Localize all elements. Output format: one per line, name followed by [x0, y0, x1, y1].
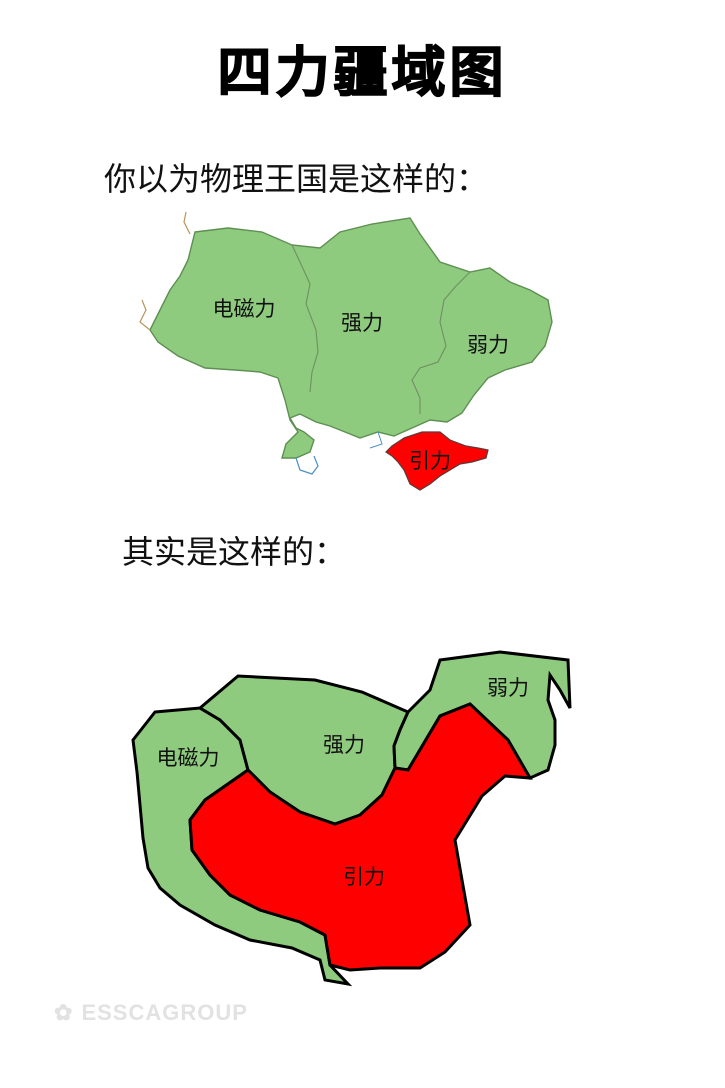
map-bottom-label-strong: 强力 — [323, 733, 365, 757]
map-top-label-weak: 弱力 — [467, 333, 509, 357]
map-bottom-gravity — [188, 702, 533, 972]
watermark: ✿ ESSCAGROUP — [54, 1000, 248, 1026]
map-top-river-sw — [139, 299, 151, 331]
map-top-border-strong-weak — [411, 271, 471, 414]
map-top-river-west — [183, 211, 191, 235]
map-top-gravity — [385, 431, 489, 491]
map-top-river-coast-2 — [369, 431, 383, 449]
map-bottom — [131, 650, 572, 987]
map-bottom-label-electromagnetic: 电磁力 — [157, 746, 220, 770]
map-top-label-gravity: 引力 — [409, 449, 451, 473]
wechat-icon: ✿ — [54, 1000, 74, 1025]
map-top-border-em-strong — [291, 244, 319, 393]
watermark-text: ESSCAGROUP — [81, 1000, 248, 1025]
caption-expectation: 你以为物理王国是这样的： — [104, 160, 489, 198]
map-bottom-label-weak: 弱力 — [487, 676, 529, 700]
page-title: 四力疆域图 — [217, 40, 508, 105]
map-top-label-strong: 强力 — [341, 311, 383, 335]
map-top-label-electromagnetic: 电磁力 — [213, 297, 276, 321]
map-top — [139, 211, 553, 491]
caption-reality: 其实是这样的： — [122, 533, 347, 571]
map-bottom-label-gravity: 引力 — [343, 865, 385, 889]
map-top-river-coast — [295, 455, 319, 475]
map-top-land — [149, 217, 553, 459]
